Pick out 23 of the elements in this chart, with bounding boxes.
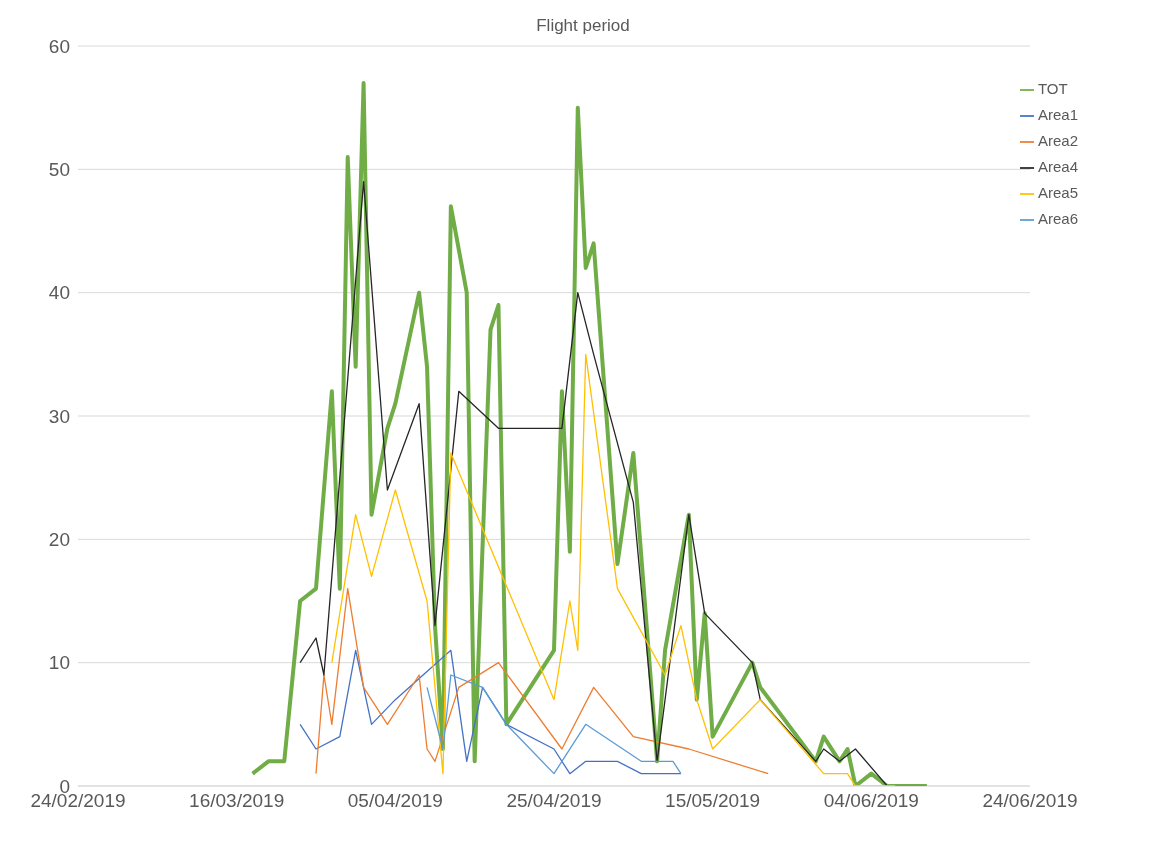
- line-series: [426, 674, 682, 775]
- legend-label: Area2: [1037, 132, 1078, 149]
- y-tick-label: 50: [48, 159, 70, 181]
- line-series: [315, 588, 769, 775]
- line-series: [299, 649, 682, 775]
- legend-label: Area1: [1037, 106, 1078, 123]
- legend-label: Area5: [1037, 184, 1078, 201]
- chart-title: Flight period: [535, 15, 631, 36]
- x-tick-label: 25/04/2019: [506, 790, 602, 812]
- y-tick-label: 30: [48, 405, 70, 427]
- x-tick-label: 15/05/2019: [665, 790, 761, 812]
- x-tick-label: 16/03/2019: [189, 790, 285, 812]
- x-tick-label: 04/06/2019: [823, 790, 919, 812]
- y-tick-label: 20: [48, 529, 70, 551]
- x-tick-label: 24/06/2019: [982, 790, 1078, 812]
- legend-label: Area6: [1037, 210, 1078, 227]
- line-series: [250, 81, 929, 786]
- y-tick-label: 60: [48, 35, 70, 57]
- y-tick-label: 40: [48, 282, 70, 304]
- y-tick-label: 10: [48, 652, 70, 674]
- x-tick-label: 05/04/2019: [347, 790, 443, 812]
- legend-label: Area4: [1037, 158, 1078, 175]
- legend-label: TOT: [1037, 80, 1068, 97]
